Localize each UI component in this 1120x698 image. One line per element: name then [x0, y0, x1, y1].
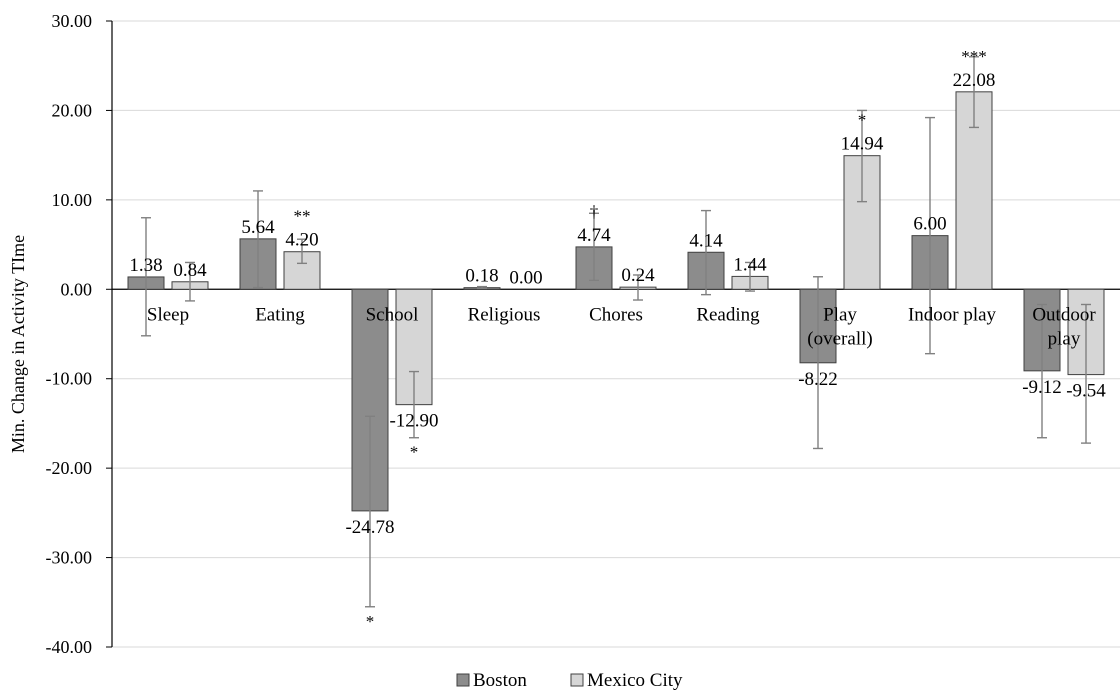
- category-label: Indoor play: [908, 304, 997, 325]
- error-bars: [141, 56, 1091, 608]
- significance-marker: †: [590, 202, 599, 221]
- significance-marker: *: [858, 111, 867, 130]
- significance-marker: ***: [961, 47, 987, 66]
- data-label: 5.64: [241, 217, 275, 238]
- category-label: play: [1048, 328, 1081, 349]
- category-label: Sleep: [147, 304, 189, 325]
- category-label: Religious: [468, 304, 541, 325]
- gridlines: [112, 20, 1120, 648]
- data-label: -8.22: [798, 369, 838, 390]
- data-label: -9.54: [1066, 381, 1106, 402]
- category-labels: Sleep Eating School Religious Chores Reading P…: [147, 304, 1096, 349]
- data-label: 6.00: [913, 214, 946, 235]
- data-label: 4.74: [577, 225, 611, 246]
- category-label: School: [366, 304, 419, 325]
- data-label: 1.44: [733, 254, 767, 275]
- y-tick-label: 20.00: [52, 100, 93, 120]
- category-label: Reading: [696, 304, 760, 325]
- legend-label: Boston: [473, 670, 527, 691]
- data-label: -12.90: [389, 411, 438, 432]
- y-axis: 30.00 20.00 10.00 0.00 -10.00 -20.00 -30.00 -40…: [46, 11, 1120, 657]
- data-label: 14.94: [841, 134, 884, 155]
- y-tick-label: -40.00: [46, 637, 93, 657]
- significance-marker: *: [410, 443, 419, 462]
- legend: Boston Mexico City: [456, 670, 683, 691]
- data-label: -24.78: [345, 517, 394, 538]
- data-label: 4.14: [689, 230, 723, 251]
- data-label: 0.18: [465, 266, 498, 287]
- legend-label: Mexico City: [587, 670, 683, 691]
- y-tick-label: -10.00: [46, 369, 93, 389]
- y-tick-label: 10.00: [52, 190, 93, 210]
- category-label: Eating: [255, 304, 305, 325]
- y-axis-title: Min. Change in Activity TIme: [8, 235, 28, 453]
- data-label: -9.12: [1022, 377, 1062, 398]
- data-label: 0.00: [509, 267, 542, 288]
- value-labels: 1.38 5.64 -24.78 * 0.18 4.74 † 4.14 -8.22 6.00 -9.…: [129, 47, 1106, 631]
- y-tick-label: -30.00: [46, 548, 93, 568]
- data-label: 4.20: [285, 230, 318, 251]
- data-label: 22.08: [953, 70, 996, 91]
- legend-swatch: [456, 673, 470, 687]
- y-tick-label: 0.00: [61, 279, 93, 299]
- category-label: Chores: [589, 304, 643, 325]
- category-label: Play: [823, 304, 857, 325]
- category-label: (overall): [807, 328, 872, 349]
- y-tick-label: -20.00: [46, 458, 93, 478]
- bars: [127, 91, 1105, 512]
- legend-swatch: [570, 673, 584, 687]
- category-label: Outdoor: [1032, 304, 1096, 325]
- data-label: 0.24: [621, 265, 655, 286]
- data-label: 1.38: [129, 255, 162, 276]
- significance-marker: *: [366, 612, 375, 631]
- significance-marker: **: [294, 207, 311, 226]
- y-tick-label: 30.00: [52, 11, 93, 31]
- data-label: 0.84: [173, 260, 207, 281]
